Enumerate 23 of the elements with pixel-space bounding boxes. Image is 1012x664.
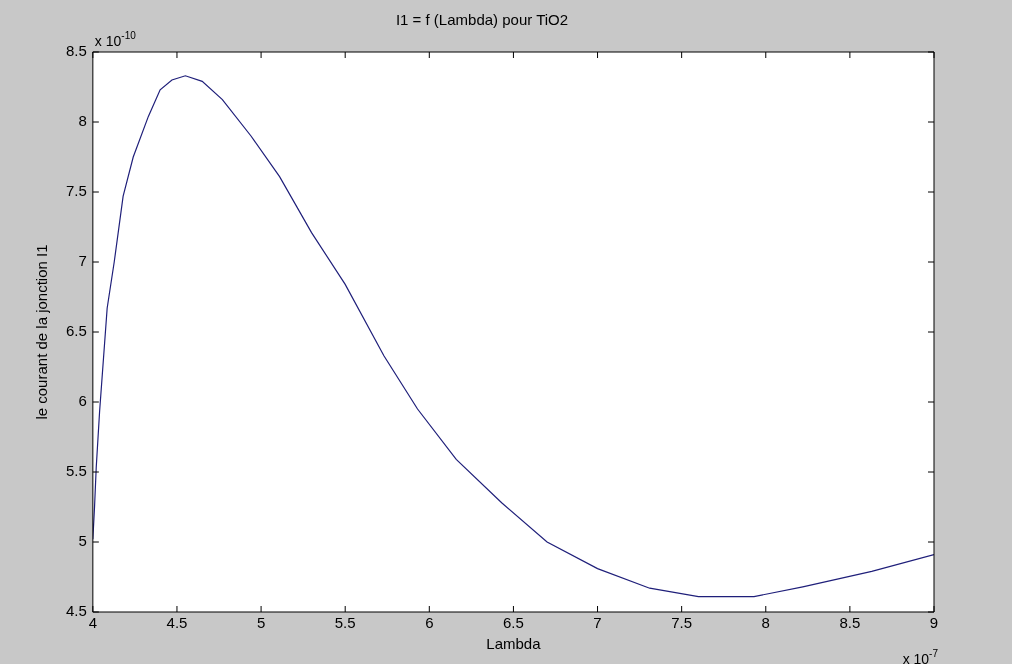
x-tick-label: 9 (929, 614, 939, 632)
y-tick-label: 6.5 (65, 322, 87, 340)
y-tick-label: 6 (78, 392, 87, 410)
x-tick-label: 8.5 (839, 614, 861, 632)
y-tick-label: 5.5 (65, 462, 87, 480)
x-tick-label: 5 (256, 614, 266, 632)
x-tick-label: 4 (88, 614, 98, 632)
x-axis-title: Lambda (486, 635, 542, 653)
x-tick-label: 7 (593, 614, 602, 632)
x-tick-label: 7.5 (671, 614, 693, 632)
x-tick-label: 5.5 (334, 614, 356, 632)
y-tick-label: 5 (78, 532, 87, 550)
x-tick-label: 6 (425, 614, 434, 632)
y-tick-label: 7.5 (65, 182, 87, 200)
y-tick-label: 8.5 (65, 42, 87, 60)
y-tick-label: 4.5 (65, 602, 87, 620)
y-tick-label: 8 (78, 112, 87, 130)
x-tick-label: 8 (761, 614, 770, 632)
y-tick-label: 7 (78, 252, 87, 270)
y-axis-title: le courant de la jonction I1 (33, 244, 51, 420)
x-tick-label: 6.5 (503, 614, 524, 632)
x-tick-label: 4.5 (166, 614, 188, 632)
chart-title: I1 = f (Lambda) pour TiO2 (395, 11, 569, 29)
